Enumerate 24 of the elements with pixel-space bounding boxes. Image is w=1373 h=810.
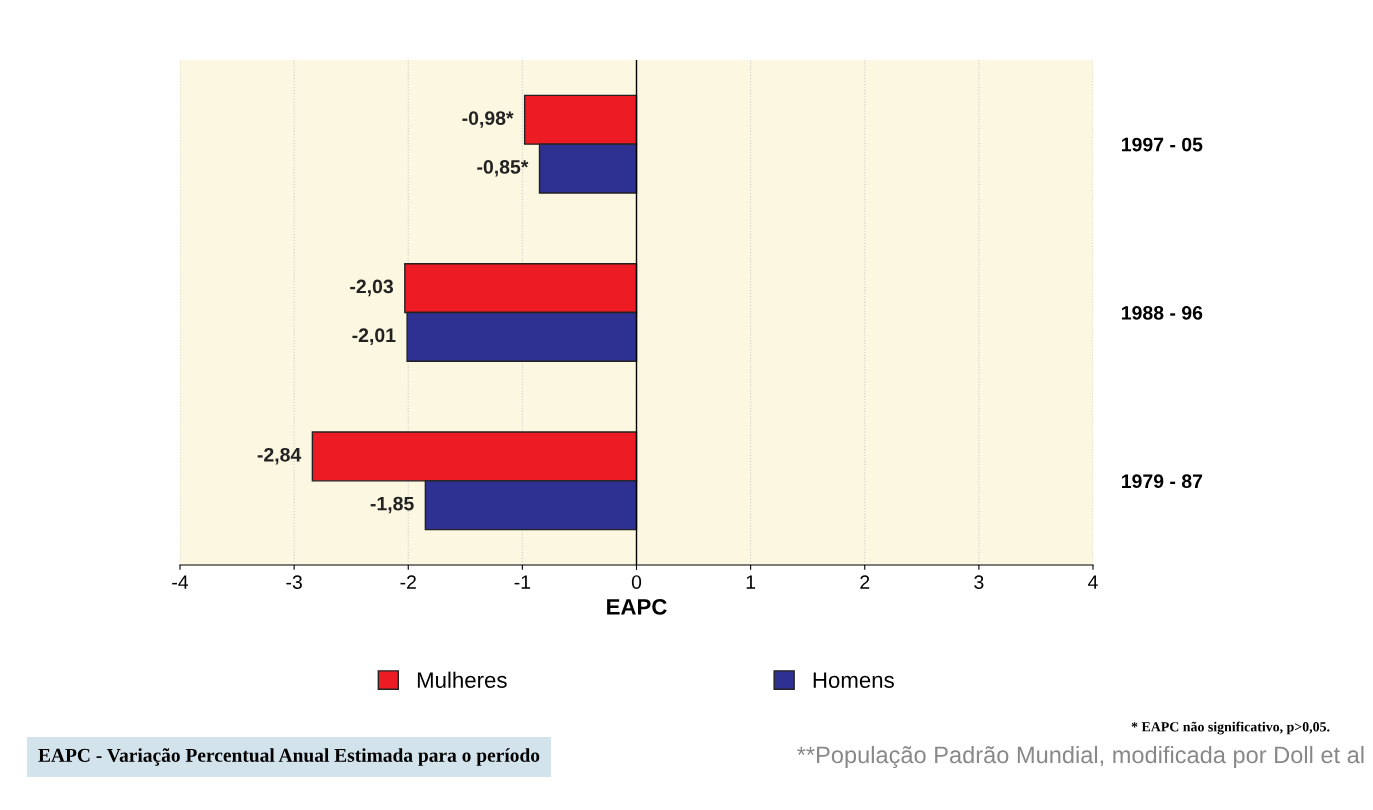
data-label: -2,01 <box>352 328 396 345</box>
x-tick-label: -2 <box>400 575 416 589</box>
y-tick-label: 1997 - 05 <box>1122 137 1203 152</box>
data-label: -0,85* <box>477 160 529 177</box>
data-label: -1,85 <box>370 496 414 514</box>
data-label: -2,03 <box>350 279 394 297</box>
x-tick-label: 4 <box>1088 575 1098 589</box>
x-tick-label: -4 <box>172 575 189 589</box>
x-tick-label: 3 <box>974 575 984 589</box>
text: * EAPC não significativo, p>0,05. <box>1131 721 1330 735</box>
y-tick-label: 1988 - 96 <box>1122 305 1203 320</box>
legend-label: Mulheres <box>417 671 507 688</box>
data-label: -0,98* <box>462 111 514 128</box>
x-tick-label: -1 <box>514 575 531 589</box>
legend-label: Homens <box>813 672 894 688</box>
text: **População Padrão Mundial, modificada por Doll et al <box>797 745 1364 769</box>
x-tick-label: 0 <box>631 575 642 589</box>
x-axis-title: EAPC <box>607 598 667 615</box>
y-tick-label: 1979 - 87 <box>1122 474 1203 489</box>
text: EAPC - Variação Percentual Anual Estimada para o período <box>38 748 540 766</box>
x-tick-label: 2 <box>860 575 870 589</box>
data-label: -2,84 <box>257 447 302 465</box>
x-tick-label: -3 <box>286 575 302 589</box>
x-tick-label: 1 <box>746 575 756 589</box>
